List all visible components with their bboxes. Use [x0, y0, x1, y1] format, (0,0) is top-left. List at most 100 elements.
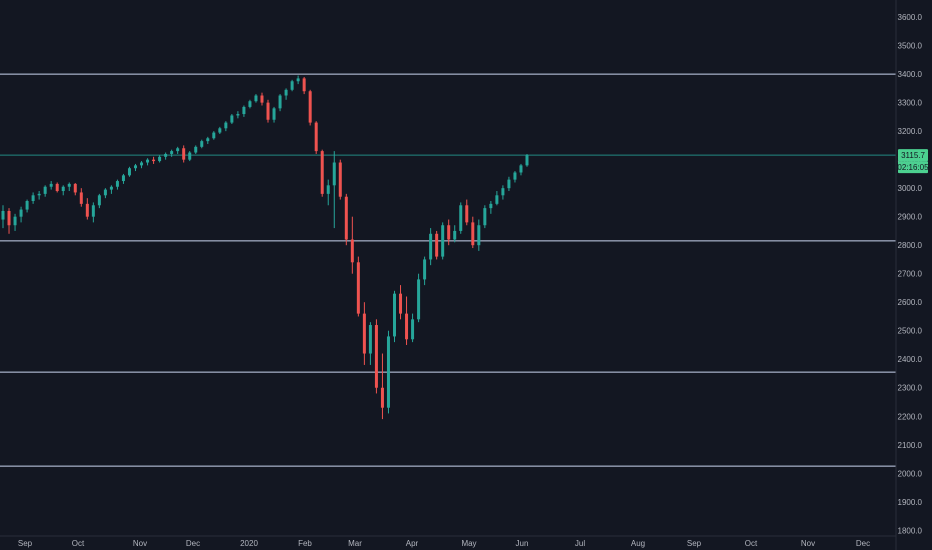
y-tick-label: 2300.0 — [898, 384, 923, 393]
candle-body — [441, 225, 445, 257]
candle-59 — [356, 256, 360, 317]
candle-body — [134, 165, 138, 169]
x-tick-label: Nov — [133, 539, 147, 548]
candle-body — [109, 186, 113, 190]
candle-65 — [392, 290, 396, 343]
x-tick-label: Dec — [186, 539, 200, 548]
candle-21 — [127, 166, 131, 177]
candle-body — [284, 89, 288, 96]
candle-body — [429, 233, 433, 260]
candle-body — [49, 183, 53, 187]
candle-body — [91, 205, 95, 217]
candle-body — [272, 108, 276, 120]
candle-30 — [182, 145, 186, 163]
candle-85 — [513, 171, 517, 183]
candle-50 — [302, 76, 306, 95]
x-tick-label: Apr — [406, 539, 419, 548]
candle-body — [338, 162, 342, 197]
candle-37 — [224, 121, 228, 132]
x-tick-label: Aug — [631, 539, 645, 548]
candle-body — [206, 138, 210, 142]
candle-76 — [459, 202, 463, 234]
x-tick-label: Sep — [18, 539, 33, 548]
candle-63 — [380, 353, 384, 420]
candle-46 — [278, 94, 282, 112]
candle-62 — [374, 319, 378, 394]
y-tick-label: 2100.0 — [898, 441, 923, 450]
countdown-label: 02:16:05 — [897, 163, 929, 172]
candle-77 — [465, 199, 469, 226]
candle-body — [411, 319, 415, 340]
y-tick-label: 3000.0 — [898, 184, 923, 193]
candle-64 — [386, 330, 390, 414]
candle-6 — [37, 191, 41, 200]
candle-body — [61, 186, 65, 192]
candle-57 — [344, 193, 348, 246]
candle-body — [314, 122, 318, 152]
candle-body — [417, 279, 421, 320]
candle-27 — [164, 152, 168, 160]
candle-body — [501, 188, 505, 196]
candle-34 — [206, 136, 210, 144]
y-tick-label: 3400.0 — [898, 70, 923, 79]
candle-42 — [254, 94, 258, 103]
candle-10 — [61, 185, 65, 196]
candle-20 — [121, 173, 125, 184]
candle-body — [344, 196, 348, 240]
candle-78 — [471, 216, 475, 249]
candle-71 — [429, 228, 433, 266]
candle-72 — [435, 230, 439, 260]
candle-body — [513, 172, 517, 180]
candle-25 — [152, 156, 156, 164]
y-tick-label: 2600.0 — [898, 298, 923, 307]
candle-51 — [308, 89, 312, 126]
candle-body — [362, 313, 366, 354]
candle-body — [121, 175, 125, 182]
price-badges: 3115.7 02:16:05 — [897, 149, 929, 174]
candle-52 — [314, 121, 318, 154]
x-tick-label: May — [461, 539, 476, 548]
candle-body — [260, 95, 264, 103]
candle-68 — [411, 313, 415, 343]
candle-body — [308, 91, 312, 123]
candle-body — [350, 239, 354, 263]
candle-body — [13, 216, 17, 226]
candle-45 — [272, 106, 276, 123]
candle-47 — [284, 88, 288, 100]
countdown-badge — [898, 161, 928, 174]
current-price-label: 3115.7 — [901, 151, 925, 160]
current-price-badge — [898, 149, 928, 162]
candle-body — [152, 159, 156, 162]
x-tick-label: Feb — [298, 539, 312, 548]
candle-24 — [146, 158, 150, 166]
candle-body — [495, 195, 499, 204]
y-tick-label: 2500.0 — [898, 327, 923, 336]
candle-body — [471, 222, 475, 246]
candle-9 — [55, 182, 59, 193]
y-tick-label: 3500.0 — [898, 42, 923, 51]
y-tick-label: 1800.0 — [898, 526, 923, 535]
candle-17 — [103, 188, 107, 199]
candle-body — [218, 128, 222, 133]
candle-49 — [296, 75, 300, 85]
candle-48 — [290, 79, 294, 92]
candle-11 — [67, 182, 71, 192]
candle-28 — [170, 149, 174, 157]
candle-body — [19, 209, 23, 217]
candle-18 — [109, 185, 113, 194]
x-tick-label: Jul — [575, 539, 585, 548]
candle-body — [67, 183, 71, 187]
y-tick-label: 2200.0 — [898, 412, 923, 421]
candle-body — [79, 192, 83, 204]
y-tick-label: 1900.0 — [898, 498, 923, 507]
candle-body — [296, 78, 300, 82]
candle-16 — [97, 193, 101, 209]
candle-body — [392, 293, 396, 337]
candle-body — [278, 95, 282, 109]
candle-body — [25, 201, 29, 210]
candle-69 — [417, 273, 421, 323]
candle-body — [43, 186, 47, 194]
